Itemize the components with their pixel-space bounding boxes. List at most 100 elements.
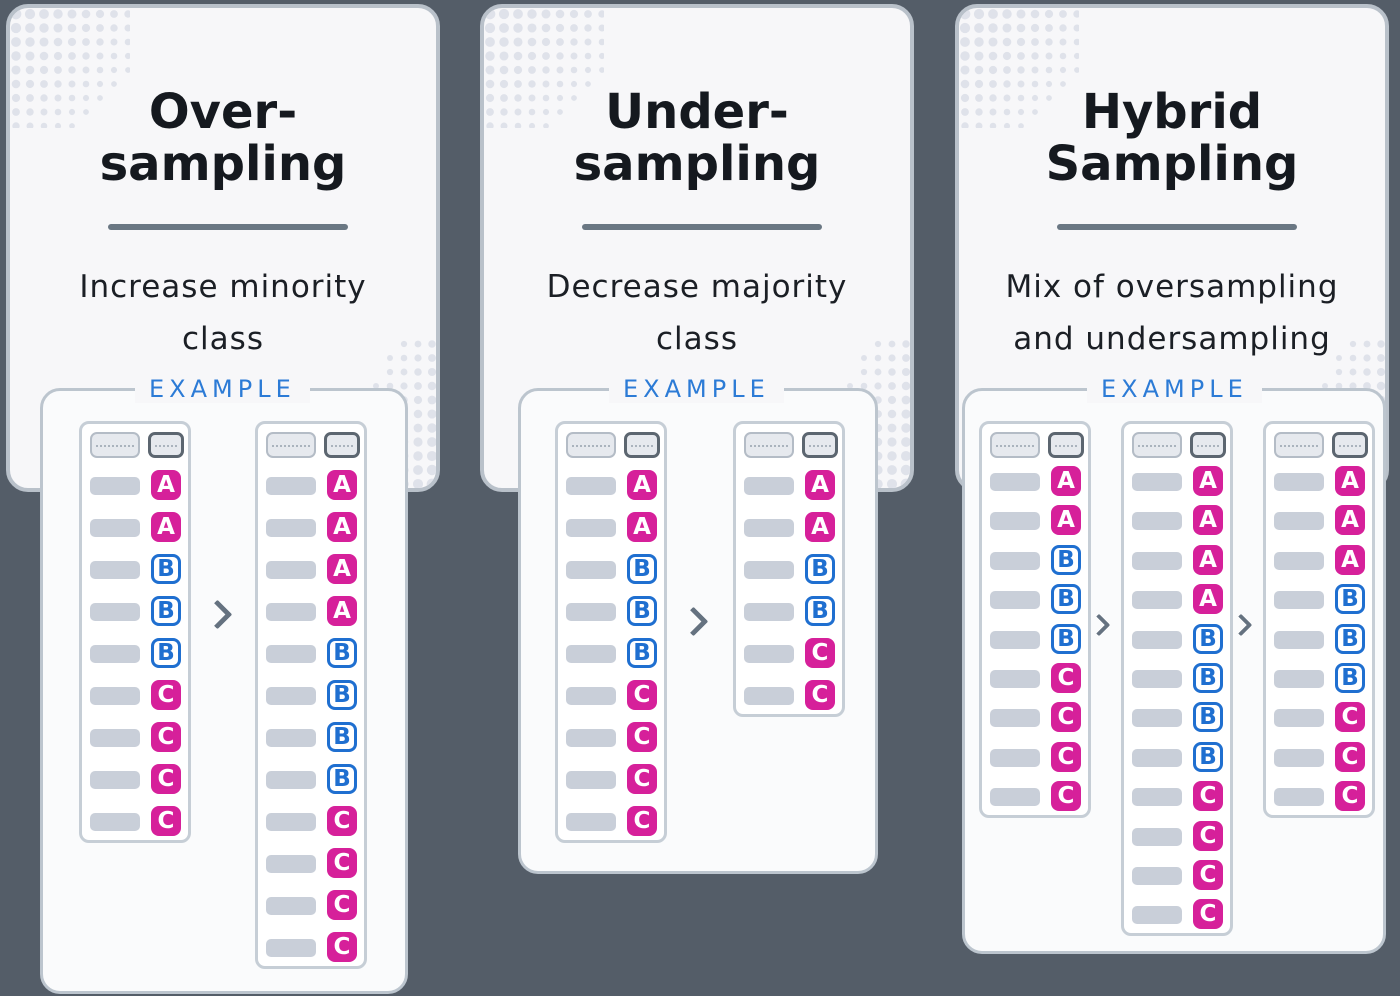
feature-placeholder [1132,788,1182,807]
class-badge: A [1335,505,1365,536]
class-badge: C [627,806,657,836]
table-row: B [990,544,1081,575]
table-row: B [1132,663,1223,693]
header-cell-feature [566,432,616,458]
class-badge: C [1193,820,1223,851]
feature-placeholder [266,519,316,537]
class-badge: A [805,470,835,500]
class-badge: C [327,890,357,920]
class-badge: B [1193,741,1223,772]
class-badge: C [627,764,657,794]
table-row: B [90,596,181,626]
table-row: A [566,470,657,500]
class-badge: A [151,470,181,500]
feature-placeholder [566,561,616,579]
arrow-right-icon [1229,613,1253,637]
class-badge: A [627,470,657,500]
feature-placeholder [90,729,140,747]
feature-placeholder [1274,670,1324,688]
feature-placeholder [266,897,316,915]
class-badge: C [327,848,357,878]
feature-placeholder [990,473,1040,491]
class-badge: B [151,638,181,668]
feature-placeholder [990,512,1040,531]
feature-placeholder [1274,630,1324,649]
feature-placeholder [90,561,140,579]
feature-placeholder [744,603,794,621]
arrow-right-icon [1087,613,1111,637]
card-title: Under- sampling [573,84,821,192]
example-label: EXAMPLE [1087,375,1262,403]
class-badge: B [327,680,357,710]
table-row: A [1132,505,1223,536]
class-badge: A [1335,466,1365,496]
header-cell-class [802,432,838,458]
class-badge: B [805,554,835,584]
class-badge: A [1193,544,1223,575]
class-badge: C [151,764,181,794]
table-row: A [1274,505,1365,536]
feature-placeholder [1132,827,1182,846]
class-badge: B [1051,584,1081,615]
table-header [1274,432,1368,460]
table-row: C [1132,860,1223,890]
table-row: A [566,512,657,542]
table-row: C [566,806,657,836]
class-badge: B [627,596,657,626]
feature-placeholder [266,939,316,957]
table-row: C [990,702,1081,733]
card-description: Decrease majority class [546,269,848,357]
feature-placeholder [266,813,316,831]
class-badge: B [1335,623,1365,654]
card-title: Hybrid Sampling [1045,84,1299,192]
feature-placeholder [266,477,316,495]
table-row: B [1274,623,1365,654]
table-row: B [566,554,657,584]
class-badge: B [1193,663,1223,693]
feature-placeholder [990,670,1040,688]
feature-placeholder [744,645,794,663]
feature-placeholder [1274,551,1324,570]
feature-placeholder [1132,906,1182,925]
table-header [990,432,1084,460]
header-cell-feature [1274,432,1324,458]
class-badge: B [151,554,181,584]
dot-pattern-decoration [484,8,604,128]
feature-placeholder [1132,709,1182,728]
table-row: B [266,722,357,752]
table-row: B [1132,702,1223,733]
class-badge: B [805,596,835,626]
table-row: A [744,512,835,542]
table-row: C [744,680,835,710]
table-row: A [1132,584,1223,615]
table-header [566,432,660,460]
header-cell-class [324,432,360,458]
header-cell-feature [266,432,316,458]
class-badge: C [1193,781,1223,812]
class-badge: C [1335,702,1365,733]
class-badge: B [1051,544,1081,575]
feature-placeholder [1274,788,1324,807]
table-row: A [90,512,181,542]
table-row: A [266,512,357,542]
feature-placeholder [266,729,316,747]
table-row: C [744,638,835,668]
feature-placeholder [990,709,1040,728]
feature-placeholder [266,687,316,705]
feature-placeholder [1132,551,1182,570]
class-badge: B [327,638,357,668]
example-label: EXAMPLE [609,375,784,403]
class-badge: A [805,512,835,542]
feature-placeholder [1274,473,1324,491]
dot-pattern-decoration [959,8,1079,128]
feature-placeholder [1132,867,1182,885]
class-badge: C [151,680,181,710]
example-label: EXAMPLE [135,375,310,403]
feature-placeholder [990,748,1040,767]
feature-placeholder [90,519,140,537]
table-header [744,432,838,460]
